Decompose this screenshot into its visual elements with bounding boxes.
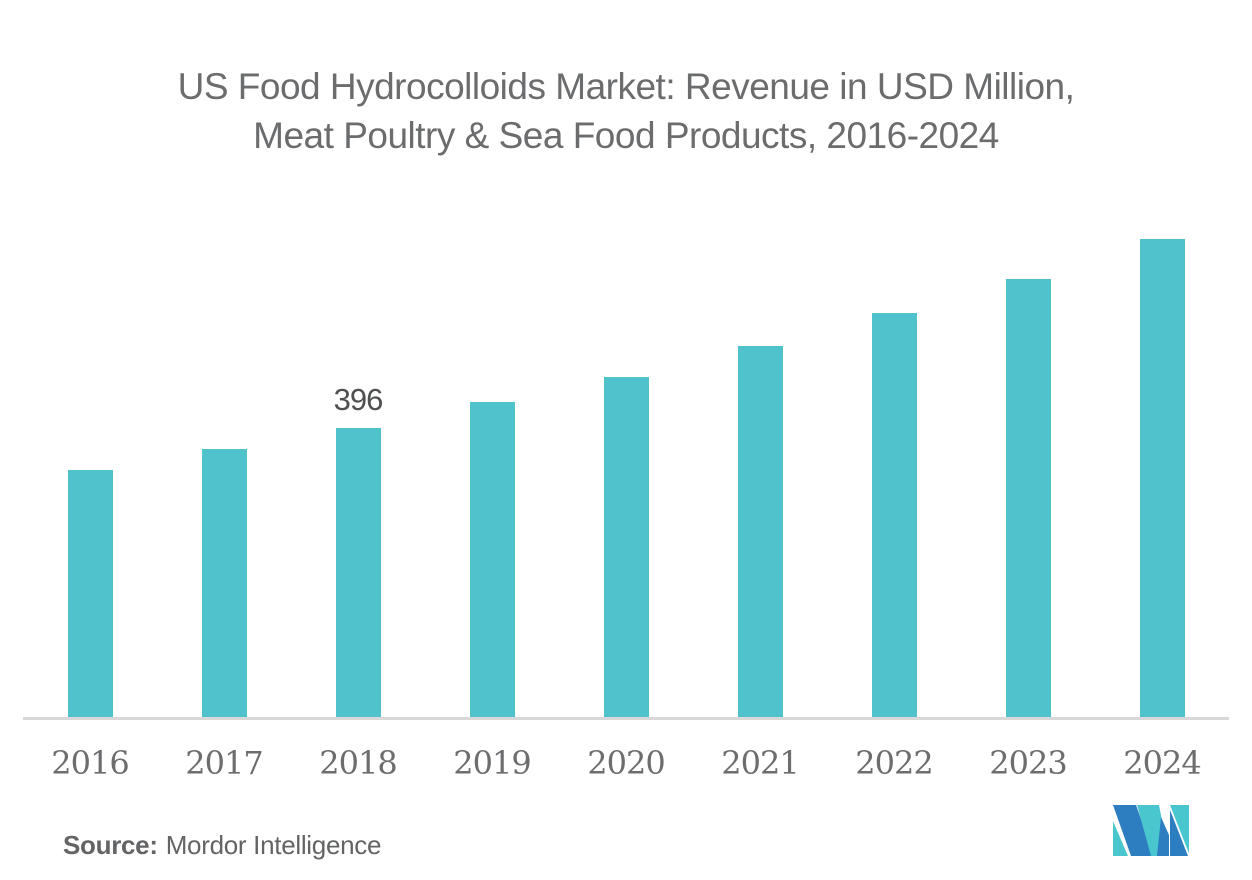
bar-2018 — [335, 428, 381, 717]
bar-2023 — [1005, 279, 1051, 717]
bar-2024 — [1139, 239, 1185, 717]
x-tick-2020: 2020 — [587, 744, 665, 782]
plot-area: 396 — [23, 200, 1229, 717]
chart-title-line1: US Food Hydrocolloids Market: Revenue in… — [177, 66, 1075, 107]
chart-title: US Food Hydrocolloids Market: Revenue in… — [0, 62, 1252, 160]
x-tick-2018: 2018 — [319, 744, 397, 782]
source-attribution: Source: Mordor Intelligence — [63, 830, 381, 860]
bar-slot-2024 — [1095, 200, 1229, 717]
bar-slot-2020 — [559, 200, 693, 717]
bar-2017 — [201, 449, 247, 717]
bar-2022 — [871, 313, 917, 717]
bar-value-label-2018: 396 — [333, 382, 384, 417]
x-axis-line — [23, 717, 1229, 720]
logo-blue-middle-wedge — [1157, 817, 1169, 856]
bar-slot-2022 — [827, 200, 961, 717]
logo-teal-left-triangle — [1113, 821, 1128, 856]
x-tick-2024: 2024 — [1123, 744, 1201, 782]
bar-slot-2021 — [693, 200, 827, 717]
logo-blue-right-triangle — [1170, 810, 1188, 856]
logo-teal-right-triangle — [1170, 805, 1189, 854]
logo-blue-left-band — [1113, 805, 1154, 856]
bar-slot-2019 — [425, 200, 559, 717]
bar-slot-2017 — [157, 200, 291, 717]
bar-2020 — [603, 377, 649, 717]
x-axis-tick-labels: 2016 2017 2018 2019 2020 2021 2022 2023 2024 — [23, 742, 1229, 784]
bar-2019 — [469, 402, 515, 717]
x-tick-2021: 2021 — [721, 744, 799, 782]
source-text: Mordor Intelligence — [165, 830, 382, 860]
bar-slot-2016 — [23, 200, 157, 717]
x-tick-2016: 2016 — [51, 744, 129, 782]
x-tick-2023: 2023 — [989, 744, 1067, 782]
mordor-intelligence-logo-icon — [1113, 805, 1189, 856]
bar-2016 — [67, 470, 113, 717]
x-tick-2022: 2022 — [855, 744, 933, 782]
chart-title-line2: Meat Poultry & Sea Food Products, 2016-2… — [253, 115, 999, 156]
bar-slot-2018: 396 — [291, 200, 425, 717]
bar-slot-2023 — [961, 200, 1095, 717]
x-tick-2019: 2019 — [453, 744, 531, 782]
bar-2021 — [737, 346, 783, 717]
x-tick-2017: 2017 — [185, 744, 263, 782]
source-label: Source: — [63, 830, 158, 860]
